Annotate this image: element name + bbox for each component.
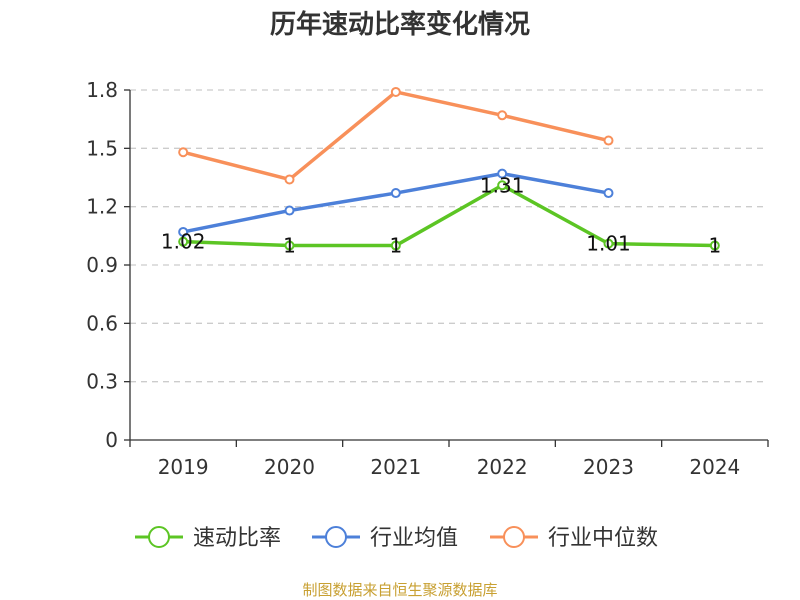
- series-layer: [178, 86, 720, 251]
- data-label-layer: 1.02 1 1 1.31 1.01 1: [161, 173, 721, 257]
- data-point: [284, 174, 295, 185]
- y-tick-label: 1.5: [86, 136, 118, 160]
- data-point: [497, 180, 508, 191]
- data-point: [178, 236, 189, 247]
- x-tick-label: 2022: [477, 455, 528, 479]
- y-tick-label: 0.3: [86, 370, 118, 394]
- series-line-0: [183, 183, 715, 248]
- data-label: 1.01: [586, 232, 631, 256]
- data-label: 1: [708, 234, 721, 258]
- data-point: [603, 238, 614, 249]
- data-label: 1: [283, 234, 296, 258]
- chart-title: 历年速动比率变化情况: [269, 10, 530, 40]
- y-tick-label: 1.2: [86, 195, 118, 219]
- data-point: [603, 135, 614, 146]
- data-point: [497, 168, 508, 179]
- legend-marker: [325, 526, 347, 548]
- data-point: [178, 226, 189, 237]
- x-tick-label: 2023: [583, 455, 634, 479]
- data-point: [284, 240, 295, 251]
- series-line-2: [182, 90, 609, 182]
- data-label: 1.31: [480, 173, 525, 197]
- axis-layer: 0 0.3 0.6 0.9 1.2 1.5 1.8 2019 2020 2021 2022 2023 2…: [86, 78, 769, 479]
- x-tick-label: 2021: [370, 455, 421, 479]
- data-label: 1.02: [161, 230, 206, 254]
- y-tick-label: 0.9: [86, 253, 118, 277]
- legend-marker: [503, 526, 525, 548]
- legend-marker: [148, 526, 170, 548]
- data-point: [497, 110, 508, 121]
- x-tick-label: 2024: [689, 455, 740, 479]
- legend-label: 行业中位数: [548, 526, 658, 551]
- legend-label: 行业均值: [370, 526, 458, 551]
- y-tick-label: 0: [105, 428, 118, 452]
- legend-label: 速动比率: [193, 526, 281, 551]
- x-tick-label: 2019: [158, 455, 209, 479]
- y-tick-label: 1.8: [86, 78, 118, 102]
- data-point: [390, 240, 401, 251]
- source-footer: 制图数据来自恒生聚源数据库: [302, 581, 498, 599]
- x-tick-label: 2020: [264, 455, 315, 479]
- grid-layer: [130, 89, 768, 383]
- data-point: [390, 188, 401, 199]
- data-point: [603, 188, 614, 199]
- legend: 速动比率 行业均值 行业中位数: [135, 526, 658, 551]
- data-point: [709, 240, 720, 251]
- series-line-1: [182, 171, 609, 234]
- data-point: [390, 86, 401, 97]
- y-tick-label: 0.6: [86, 311, 118, 335]
- data-label: 1: [389, 234, 402, 258]
- data-point: [178, 147, 189, 158]
- data-point: [284, 205, 295, 216]
